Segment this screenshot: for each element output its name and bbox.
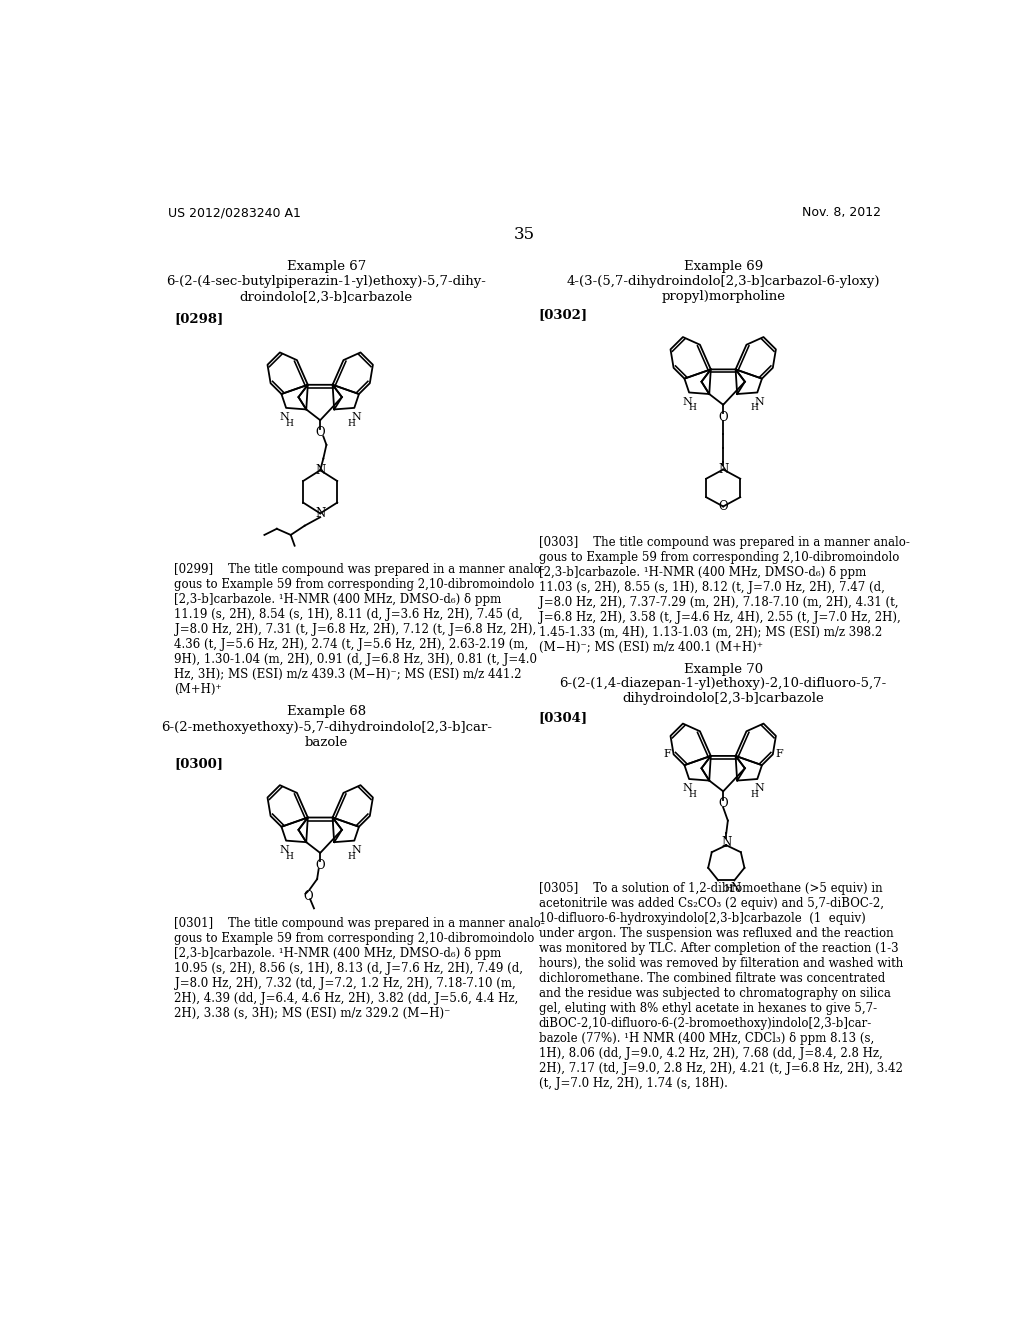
Text: N: N bbox=[351, 845, 360, 855]
Text: [0301]    The title compound was prepared in a manner analo-
gous to Example 59 : [0301] The title compound was prepared i… bbox=[174, 917, 545, 1020]
Text: N: N bbox=[718, 463, 728, 477]
Text: [0304]: [0304] bbox=[539, 711, 588, 725]
Text: N: N bbox=[315, 507, 326, 520]
Text: N: N bbox=[315, 463, 326, 477]
Text: H: H bbox=[347, 418, 355, 428]
Text: H: H bbox=[286, 418, 293, 428]
Text: Example 70: Example 70 bbox=[684, 663, 763, 676]
Text: H: H bbox=[286, 851, 293, 861]
Text: H: H bbox=[347, 851, 355, 861]
Text: N: N bbox=[731, 882, 741, 895]
Text: O: O bbox=[719, 797, 728, 810]
Text: N: N bbox=[280, 412, 290, 422]
Text: N: N bbox=[721, 836, 731, 849]
Text: [0302]: [0302] bbox=[539, 308, 588, 321]
Text: H: H bbox=[688, 404, 696, 412]
Text: N: N bbox=[351, 412, 360, 422]
Text: H: H bbox=[724, 883, 732, 892]
Text: N: N bbox=[280, 845, 290, 855]
Text: [0303]    The title compound was prepared in a manner analo-
gous to Example 59 : [0303] The title compound was prepared i… bbox=[539, 536, 909, 653]
Text: Nov. 8, 2012: Nov. 8, 2012 bbox=[802, 206, 882, 219]
Text: [0299]    The title compound was prepared in a manner analo-
gous to Example 59 : [0299] The title compound was prepared i… bbox=[174, 562, 545, 696]
Text: O: O bbox=[719, 500, 728, 513]
Text: O: O bbox=[315, 859, 325, 871]
Text: Example 68: Example 68 bbox=[287, 705, 366, 718]
Text: H: H bbox=[688, 789, 696, 799]
Text: F: F bbox=[775, 750, 783, 759]
Text: Example 69: Example 69 bbox=[684, 260, 763, 273]
Text: 6-(2-(1,4-diazepan-1-yl)ethoxy)-2,10-difluoro-5,7-
dihydroindolo[2,3-b]carbazole: 6-(2-(1,4-diazepan-1-yl)ethoxy)-2,10-dif… bbox=[559, 677, 887, 705]
Text: US 2012/0283240 A1: US 2012/0283240 A1 bbox=[168, 206, 301, 219]
Text: [0298]: [0298] bbox=[174, 313, 224, 326]
Text: N: N bbox=[683, 397, 692, 407]
Text: H: H bbox=[751, 789, 758, 799]
Text: [0300]: [0300] bbox=[174, 758, 223, 771]
Text: O: O bbox=[303, 890, 312, 903]
Text: H: H bbox=[751, 404, 758, 412]
Text: 35: 35 bbox=[514, 226, 536, 243]
Text: 4-(3-(5,7-dihydroindolo[2,3-b]carbazol-6-yloxy)
propyl)morpholine: 4-(3-(5,7-dihydroindolo[2,3-b]carbazol-6… bbox=[566, 276, 880, 304]
Text: N: N bbox=[683, 783, 692, 793]
Text: [0305]    To a solution of 1,2-dibromoethane (>5 equiv) in
acetonitrile was adde: [0305] To a solution of 1,2-dibromoethan… bbox=[539, 882, 903, 1090]
Text: O: O bbox=[315, 426, 325, 440]
Text: F: F bbox=[664, 750, 672, 759]
Text: 6-(2-methoxyethoxy)-5,7-dihydroindolo[2,3-b]car-
bazole: 6-(2-methoxyethoxy)-5,7-dihydroindolo[2,… bbox=[161, 721, 492, 748]
Text: N: N bbox=[754, 783, 764, 793]
Text: N: N bbox=[754, 397, 764, 407]
Text: 6-(2-(4-sec-butylpiperazin-1-yl)ethoxy)-5,7-dihy-
droindolo[2,3-b]carbazole: 6-(2-(4-sec-butylpiperazin-1-yl)ethoxy)-… bbox=[167, 276, 486, 304]
Text: O: O bbox=[719, 411, 728, 424]
Text: Example 67: Example 67 bbox=[287, 260, 366, 273]
